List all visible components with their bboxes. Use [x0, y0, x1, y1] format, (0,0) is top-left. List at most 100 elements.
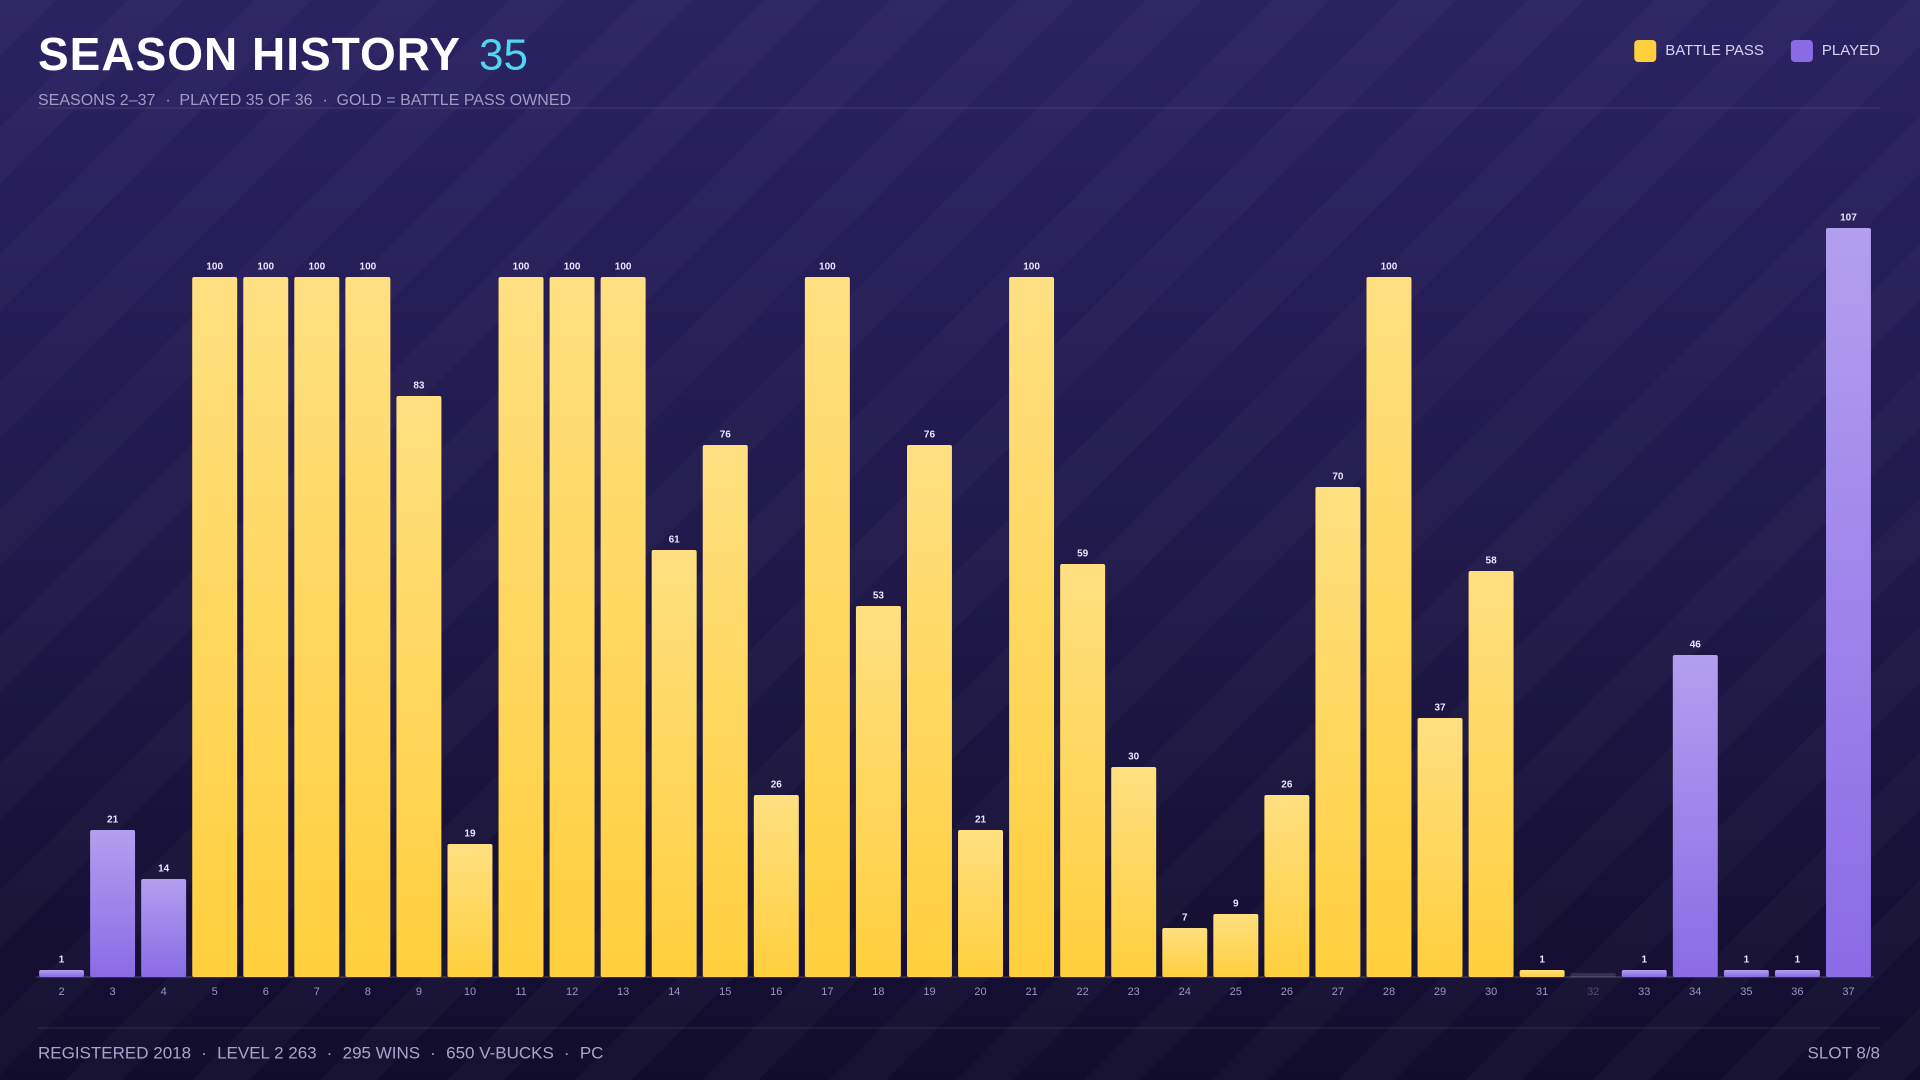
- x-tick-label: 25: [1230, 986, 1242, 998]
- x-tick-label: 24: [1179, 986, 1191, 998]
- value-label: 1: [1744, 955, 1750, 966]
- bar-shine: [1162, 928, 1208, 977]
- x-tick-label: 19: [923, 986, 935, 998]
- bar-shine: [1723, 970, 1769, 977]
- value-label: 37: [1434, 703, 1446, 714]
- footer-item: REGISTERED 2018: [38, 1043, 191, 1062]
- value-label: 70: [1332, 472, 1344, 483]
- x-tick-label: 22: [1077, 986, 1089, 998]
- x-tick-label: 8: [365, 986, 371, 998]
- legend-label: BATTLE PASS: [1665, 42, 1764, 59]
- bar-shine: [294, 277, 340, 977]
- x-tick-label: 4: [161, 986, 167, 998]
- value-label: 1: [59, 955, 65, 966]
- value-label: 100: [1023, 262, 1040, 273]
- x-tick-label: 13: [617, 986, 629, 998]
- bar-shine: [1009, 277, 1055, 977]
- bar-shine: [345, 277, 391, 977]
- footer-item: 650 V-BUCKS: [446, 1043, 554, 1062]
- footer-item: LEVEL 2 263: [217, 1043, 317, 1062]
- value-label: 100: [206, 262, 223, 273]
- value-label: 9: [1233, 899, 1239, 910]
- x-tick-label: 18: [872, 986, 884, 998]
- value-label: 26: [1281, 780, 1293, 791]
- legend-swatch: [1634, 40, 1657, 62]
- empty-bar: [1570, 973, 1616, 977]
- x-tick-label: 10: [464, 986, 476, 998]
- bar-shine: [447, 844, 493, 977]
- value-label: 1: [1795, 955, 1801, 966]
- value-label: 100: [513, 262, 530, 273]
- x-tick-label: 20: [974, 986, 986, 998]
- value-label: 100: [1381, 262, 1398, 273]
- x-tick-label: 12: [566, 986, 578, 998]
- bar-shine: [192, 277, 238, 977]
- bar-shine: [498, 277, 544, 977]
- footer-item: PC: [580, 1043, 604, 1062]
- bar-shine: [753, 795, 799, 977]
- x-tick-label: 7: [314, 986, 320, 998]
- slot: SLOT 8/8: [1808, 1043, 1880, 1062]
- bar-shine: [702, 445, 748, 977]
- value-label: 21: [107, 815, 119, 826]
- value-label: 100: [257, 262, 274, 273]
- separator: ·: [564, 1043, 570, 1062]
- x-tick-label: 5: [212, 986, 218, 998]
- x-tick-label: 28: [1383, 986, 1395, 998]
- bar-shine: [1468, 571, 1514, 977]
- value-label: 100: [615, 262, 632, 273]
- bar-shine: [1111, 767, 1157, 977]
- value-label: 76: [924, 430, 936, 441]
- value-label: 21: [975, 815, 987, 826]
- value-label: 53: [873, 591, 885, 602]
- value-label: 59: [1077, 549, 1089, 560]
- bar-shine: [804, 277, 850, 977]
- value-label: 14: [158, 864, 170, 875]
- subtitle: PLAYED 35 OF 36: [179, 92, 312, 109]
- value-label: 107: [1840, 213, 1857, 224]
- bar-shine: [549, 277, 595, 977]
- value-label: 1: [1539, 955, 1545, 966]
- separator: ·: [430, 1043, 436, 1062]
- bar-shine: [1826, 228, 1871, 977]
- value-label: 1: [1641, 955, 1647, 966]
- bar-shine: [855, 606, 901, 977]
- x-tick-label: 14: [668, 986, 680, 998]
- bar-shine: [907, 445, 952, 977]
- bar-shine: [1672, 655, 1718, 977]
- value-label: 7: [1182, 913, 1188, 924]
- bar-shine: [1621, 970, 1667, 977]
- bar-shine: [1417, 718, 1463, 977]
- value-label: 58: [1486, 556, 1498, 567]
- bar-shine: [90, 830, 136, 977]
- x-tick-label: 15: [719, 986, 731, 998]
- bar-shine: [1774, 970, 1820, 977]
- x-tick-label: 34: [1689, 986, 1701, 998]
- x-tick-label: 29: [1434, 986, 1446, 998]
- x-tick-label: 21: [1025, 986, 1037, 998]
- bar-shine: [958, 830, 1003, 977]
- x-tick-label: 9: [416, 986, 422, 998]
- bar-shine: [1315, 487, 1361, 977]
- value-label: 26: [771, 780, 783, 791]
- value-label: 61: [669, 535, 681, 546]
- bar-shine: [651, 550, 697, 977]
- value-label: 100: [564, 262, 581, 273]
- x-tick-label: 27: [1332, 986, 1344, 998]
- x-tick-label: 3: [110, 986, 116, 998]
- value-label: 30: [1128, 752, 1140, 763]
- x-tick-label: 23: [1128, 986, 1140, 998]
- x-tick-label: 37: [1842, 986, 1854, 998]
- separator: ·: [201, 1043, 207, 1062]
- bar-shine: [1264, 795, 1310, 977]
- value-label: 100: [360, 262, 377, 273]
- value-label: 100: [819, 262, 836, 273]
- x-tick-label: 16: [770, 986, 782, 998]
- x-tick-label: 36: [1791, 986, 1803, 998]
- bar-shine: [141, 879, 187, 977]
- bar-shine: [600, 277, 646, 977]
- value-label: 100: [308, 262, 325, 273]
- value-label: 46: [1690, 640, 1702, 651]
